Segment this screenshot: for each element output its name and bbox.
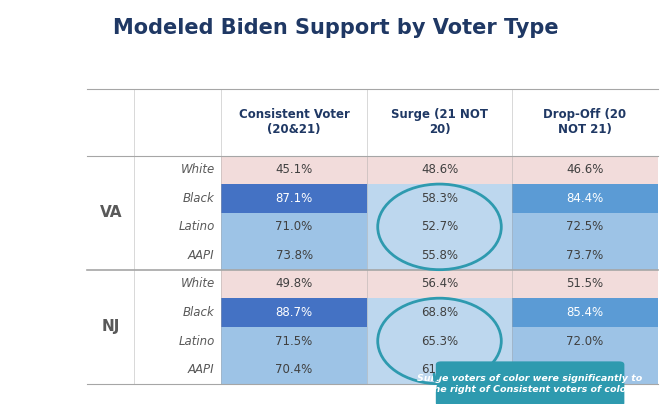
Text: Latino: Latino bbox=[178, 220, 215, 234]
Text: VA: VA bbox=[99, 205, 122, 220]
Bar bbox=[512, 156, 658, 184]
Text: 51.5%: 51.5% bbox=[566, 278, 603, 290]
Text: 52.7%: 52.7% bbox=[421, 220, 458, 234]
Text: 61.7%: 61.7% bbox=[421, 363, 458, 376]
Text: Surge voters of color were significantly to
the right of Consistent voters of co: Surge voters of color were significantly… bbox=[417, 374, 643, 393]
Text: Consistent Voter
(20&21): Consistent Voter (20&21) bbox=[239, 108, 350, 136]
Text: Black: Black bbox=[183, 306, 215, 319]
Text: 65.3%: 65.3% bbox=[421, 335, 458, 347]
Bar bbox=[512, 270, 658, 298]
Text: 48.6%: 48.6% bbox=[421, 163, 458, 176]
Text: 56.4%: 56.4% bbox=[421, 278, 458, 290]
Text: 58.3%: 58.3% bbox=[421, 192, 458, 205]
Bar bbox=[367, 241, 512, 270]
Text: 87.1%: 87.1% bbox=[276, 192, 313, 205]
Bar bbox=[512, 184, 658, 213]
Bar bbox=[221, 213, 367, 241]
Bar bbox=[367, 184, 512, 213]
Bar bbox=[367, 355, 512, 384]
Text: Surge (21 NOT
20): Surge (21 NOT 20) bbox=[391, 108, 488, 136]
Text: Modeled Biden Support by Voter Type: Modeled Biden Support by Voter Type bbox=[113, 18, 558, 38]
Bar bbox=[221, 298, 367, 327]
Text: Drop-Off (20
NOT 21): Drop-Off (20 NOT 21) bbox=[544, 108, 627, 136]
Bar bbox=[512, 298, 658, 327]
Bar bbox=[367, 298, 512, 327]
FancyBboxPatch shape bbox=[436, 361, 624, 404]
Text: 85.4%: 85.4% bbox=[566, 306, 603, 319]
Bar bbox=[221, 327, 367, 355]
Text: White: White bbox=[180, 278, 215, 290]
Text: Latino: Latino bbox=[178, 335, 215, 347]
Text: 72.0%: 72.0% bbox=[566, 335, 603, 347]
Text: 71.5%: 71.5% bbox=[276, 335, 313, 347]
Text: 68.8%: 68.8% bbox=[421, 306, 458, 319]
Text: 84.4%: 84.4% bbox=[566, 192, 603, 205]
Text: 73.8%: 73.8% bbox=[276, 249, 313, 262]
Text: 71.0%: 71.0% bbox=[276, 220, 313, 234]
Bar bbox=[367, 327, 512, 355]
Text: White: White bbox=[180, 163, 215, 176]
Text: 49.8%: 49.8% bbox=[276, 278, 313, 290]
Text: 88.7%: 88.7% bbox=[276, 306, 313, 319]
Text: 45.1%: 45.1% bbox=[276, 163, 313, 176]
Bar bbox=[367, 213, 512, 241]
Bar bbox=[512, 327, 658, 355]
Bar bbox=[221, 156, 367, 184]
Text: 73.7%: 73.7% bbox=[566, 249, 603, 262]
Text: 55.8%: 55.8% bbox=[421, 249, 458, 262]
Bar bbox=[367, 270, 512, 298]
Text: 70.4%: 70.4% bbox=[276, 363, 313, 376]
Bar bbox=[512, 355, 658, 384]
Text: Black: Black bbox=[183, 192, 215, 205]
Text: 72.5%: 72.5% bbox=[566, 220, 603, 234]
Text: 46.6%: 46.6% bbox=[566, 163, 604, 176]
Bar bbox=[221, 270, 367, 298]
Bar bbox=[367, 156, 512, 184]
Text: AAPI: AAPI bbox=[188, 249, 215, 262]
Bar bbox=[512, 241, 658, 270]
Bar bbox=[512, 213, 658, 241]
Bar bbox=[221, 355, 367, 384]
Bar bbox=[221, 241, 367, 270]
Text: 68.6%: 68.6% bbox=[566, 363, 603, 376]
Text: AAPI: AAPI bbox=[188, 363, 215, 376]
Bar bbox=[221, 184, 367, 213]
Text: NJ: NJ bbox=[101, 319, 120, 334]
